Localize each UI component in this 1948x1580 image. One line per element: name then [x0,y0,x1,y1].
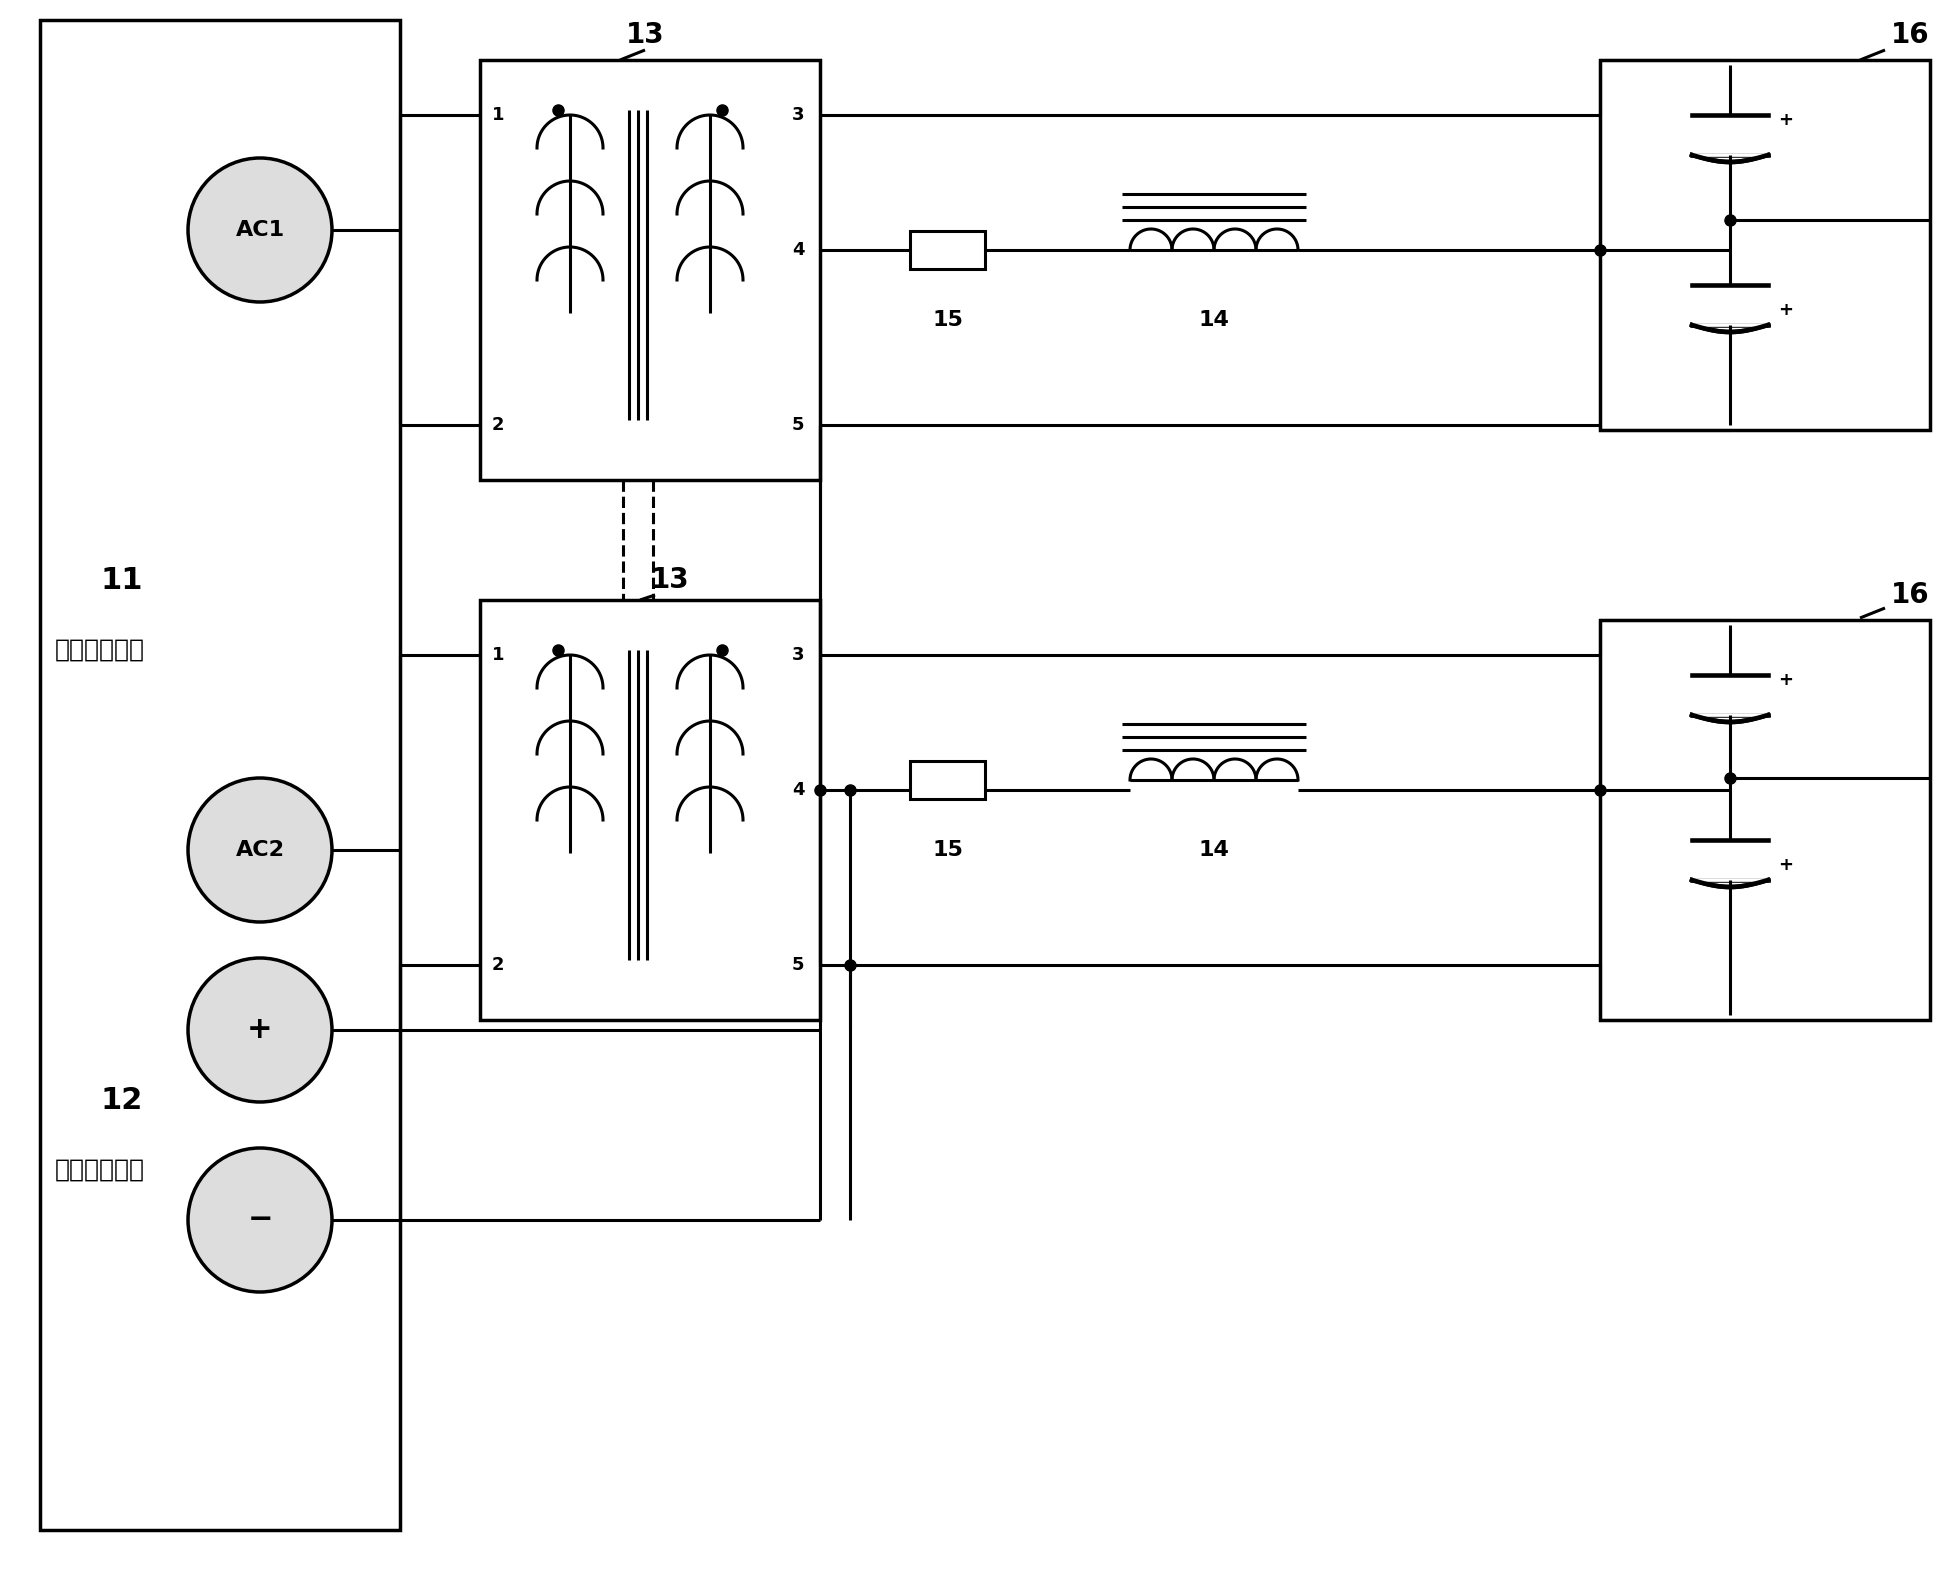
Text: 4: 4 [791,242,805,259]
Text: 11: 11 [99,566,142,594]
Text: 16: 16 [1890,581,1929,608]
Text: 2: 2 [491,416,505,435]
Text: 2: 2 [491,956,505,973]
Circle shape [187,957,331,1101]
Text: 15: 15 [931,310,962,330]
Text: +: + [247,1016,273,1044]
Text: 16: 16 [1890,21,1929,49]
Text: 3: 3 [791,646,805,664]
Bar [41,21,399,1529]
Text: 5: 5 [791,416,805,435]
Bar [910,231,984,269]
Text: −: − [247,1206,273,1234]
Text: +: + [1779,856,1792,874]
Circle shape [187,158,331,302]
Bar [1599,619,1929,1021]
Bar [479,600,820,1021]
Text: +: + [1779,672,1792,689]
Bar [1599,60,1929,430]
Text: 直流输出端子: 直流输出端子 [55,1158,144,1182]
Text: 1: 1 [491,106,505,123]
Text: AC1: AC1 [236,220,284,240]
Text: AC2: AC2 [236,841,284,860]
Text: 交流输出端子: 交流输出端子 [55,638,144,662]
Bar [479,60,820,480]
Circle shape [187,777,331,923]
Text: 4: 4 [791,781,805,799]
Text: 14: 14 [1198,310,1229,330]
Bar [910,762,984,799]
Text: 3: 3 [791,106,805,123]
Text: +: + [1779,111,1792,130]
Text: 13: 13 [625,21,664,49]
Text: 13: 13 [651,566,690,594]
Text: +: + [1779,302,1792,319]
Text: 5: 5 [791,956,805,973]
Text: 15: 15 [931,841,962,860]
Circle shape [187,1149,331,1292]
Text: 1: 1 [491,646,505,664]
Text: 14: 14 [1198,841,1229,860]
Text: 12: 12 [99,1085,142,1114]
